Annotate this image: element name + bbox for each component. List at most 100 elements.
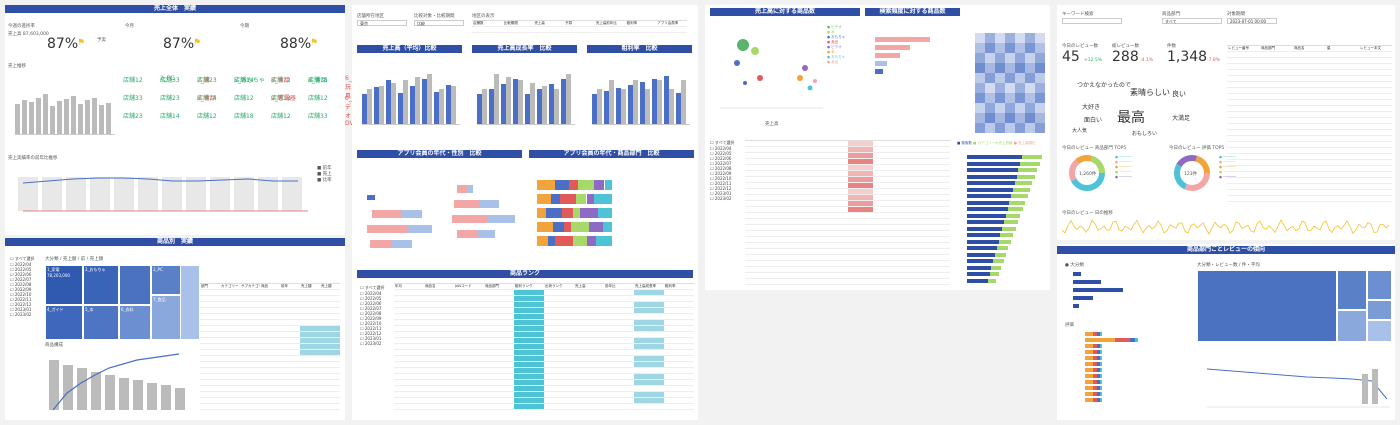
month-checkbox[interactable]: ☐ 2022/11 (710, 181, 732, 186)
table-row[interactable] (200, 302, 340, 308)
treemap-tile[interactable]: 6_衣料 (119, 305, 151, 340)
table-row[interactable] (394, 392, 694, 398)
table-row[interactable] (394, 290, 694, 296)
treemap-tile[interactable] (1197, 270, 1337, 342)
month-checkbox[interactable]: ☐ 2022/12 (710, 186, 732, 191)
month-checkbox[interactable]: ☐ 2023/01 (10, 307, 32, 312)
table-row[interactable] (745, 213, 950, 219)
treemap-tile[interactable] (119, 265, 151, 305)
table-row[interactable] (200, 338, 340, 344)
month-checkbox[interactable]: ☐ 2022/07 (360, 306, 382, 311)
table-row[interactable] (745, 279, 950, 285)
table-row[interactable] (394, 344, 694, 350)
compare-select[interactable]: 比較 (414, 20, 464, 26)
table-row[interactable] (745, 159, 950, 165)
table-row[interactable] (745, 219, 950, 225)
table-row[interactable] (200, 404, 340, 410)
table-row[interactable] (200, 344, 340, 350)
dept-select[interactable]: すべて (1162, 18, 1222, 24)
month-checkbox[interactable]: ☐ 2022/04 (710, 146, 732, 151)
table-row[interactable] (745, 189, 950, 195)
treemap-tile[interactable] (1367, 320, 1392, 342)
table-row[interactable] (1227, 100, 1392, 106)
table-row[interactable] (200, 320, 340, 326)
table-row[interactable] (745, 249, 950, 255)
table-row[interactable] (1227, 88, 1392, 94)
table-row[interactable] (745, 141, 950, 147)
month-checkbox[interactable]: ☐ 2022/09 (10, 287, 32, 292)
area-select[interactable]: 東京 (357, 20, 407, 26)
month-checkbox[interactable]: ☐ 2023/01 (710, 191, 732, 196)
table-row[interactable] (394, 326, 694, 332)
table-row[interactable] (394, 314, 694, 320)
treemap-tile[interactable]: 5_本 (83, 305, 119, 340)
table-row[interactable] (394, 404, 694, 410)
table-row[interactable] (1227, 190, 1392, 196)
table-row[interactable] (200, 314, 340, 320)
table-row[interactable] (1227, 112, 1392, 118)
treemap-tile[interactable] (1337, 270, 1367, 310)
table-row[interactable] (1227, 196, 1392, 202)
month-checkbox[interactable]: ☐ 2022/11 (10, 297, 32, 302)
table-row[interactable] (1227, 160, 1392, 166)
table-row[interactable] (394, 368, 694, 374)
month-checkbox[interactable]: ☐ 2023/02 (710, 196, 732, 201)
table-row[interactable] (394, 386, 694, 392)
table-row[interactable] (745, 201, 950, 207)
table-row[interactable] (394, 302, 694, 308)
select-all-checkbox[interactable]: ☐ すべて選択 (10, 256, 35, 261)
table-row[interactable] (745, 171, 950, 177)
table-row[interactable] (394, 374, 694, 380)
treemap-tile[interactable] (1337, 310, 1367, 342)
table-row[interactable] (200, 308, 340, 314)
treemap-tile[interactable]: 2_おもちゃ (83, 265, 119, 305)
table-row[interactable] (200, 332, 340, 338)
month-checkbox[interactable]: ☐ 2022/11 (360, 326, 382, 331)
table-row[interactable] (1227, 64, 1392, 70)
month-checkbox[interactable]: ☐ 2022/10 (710, 176, 732, 181)
table-row[interactable] (200, 296, 340, 302)
table-row[interactable] (200, 374, 340, 380)
month-checkbox[interactable]: ☐ 2022/06 (710, 156, 732, 161)
treemap-tile[interactable] (1367, 270, 1392, 300)
table-row[interactable] (1227, 106, 1392, 112)
table-row[interactable] (394, 350, 694, 356)
table-row[interactable] (200, 326, 340, 332)
table-row[interactable] (200, 368, 340, 374)
table-row[interactable] (200, 386, 340, 392)
month-checkbox[interactable]: ☐ 2022/04 (10, 262, 32, 267)
table-row[interactable] (1227, 154, 1392, 160)
table-row[interactable] (1227, 172, 1392, 178)
table-row[interactable] (1227, 118, 1392, 124)
table-row[interactable] (1227, 136, 1392, 142)
table-row[interactable] (745, 147, 950, 153)
table-row[interactable] (1227, 184, 1392, 190)
month-checkbox[interactable]: ☐ 2022/06 (360, 301, 382, 306)
table-row[interactable] (394, 380, 694, 386)
month-checkbox[interactable]: ☐ 2022/12 (10, 302, 32, 307)
table-row[interactable] (745, 243, 950, 249)
table-row[interactable] (1227, 148, 1392, 154)
month-checkbox[interactable]: ☐ 2022/09 (360, 316, 382, 321)
month-checkbox[interactable]: ☐ 2023/02 (10, 312, 32, 317)
table-row[interactable] (394, 320, 694, 326)
table-row[interactable] (745, 195, 950, 201)
table-row[interactable] (394, 356, 694, 362)
table-row[interactable] (1227, 178, 1392, 184)
table-row[interactable] (1227, 130, 1392, 136)
month-checkbox[interactable]: ☐ 2022/04 (360, 291, 382, 296)
month-checkbox[interactable]: ☐ 2022/06 (10, 272, 32, 277)
table-row[interactable] (1227, 166, 1392, 172)
table-row[interactable] (1227, 94, 1392, 100)
table-row[interactable] (745, 273, 950, 279)
month-checkbox[interactable]: ☐ 2023/02 (360, 341, 382, 346)
select-all-checkbox[interactable]: ☐ すべて選択 (710, 140, 735, 145)
table-row[interactable] (745, 267, 950, 273)
table-row[interactable] (394, 362, 694, 368)
table-row[interactable] (745, 177, 950, 183)
month-checkbox[interactable]: ☐ 2022/05 (710, 151, 732, 156)
table-row[interactable] (394, 338, 694, 344)
month-checkbox[interactable]: ☐ 2022/12 (360, 331, 382, 336)
table-row[interactable] (745, 153, 950, 159)
table-row[interactable] (745, 261, 950, 267)
